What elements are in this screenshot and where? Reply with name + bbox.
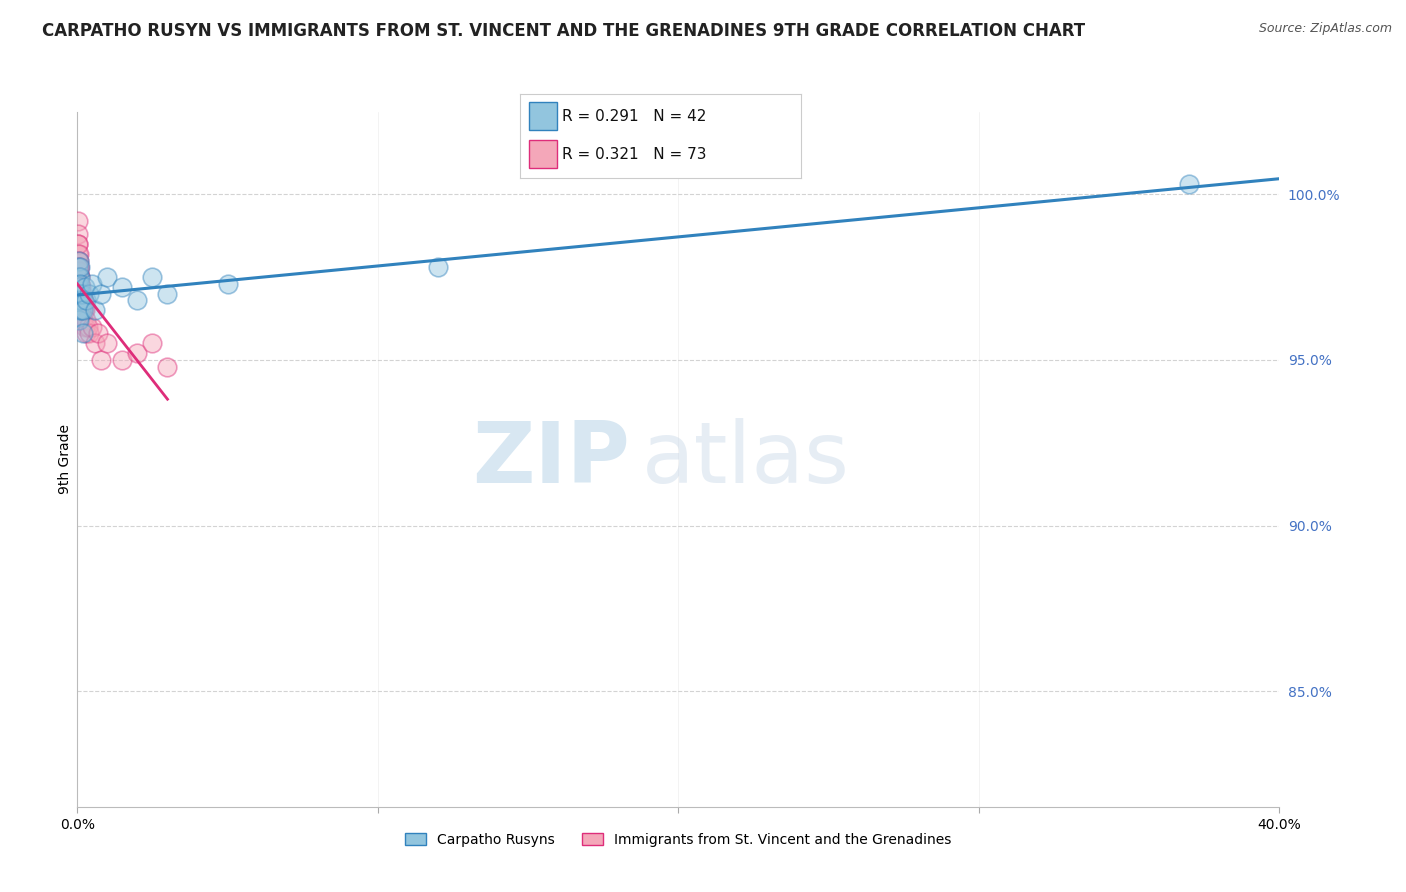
Point [69,280,91,294]
Point [73,319,96,334]
Point [67,270,90,285]
Point [69,277,91,291]
Point [87,326,110,341]
Point [1178,178,1201,192]
Point [90,353,112,368]
Point [67,313,90,327]
Point [217,277,239,291]
Point [73,280,96,294]
Text: R = 0.291   N = 42: R = 0.291 N = 42 [562,109,707,124]
Point [69,270,91,285]
Text: R = 0.321   N = 73: R = 0.321 N = 73 [562,147,707,162]
Point [84,336,107,351]
Point [70,286,93,301]
Point [67,280,90,294]
Point [67,270,90,285]
Point [70,303,93,318]
Point [75,293,97,308]
Point [82,319,104,334]
Point [69,260,91,275]
Point [67,286,90,301]
Legend: Carpatho Rusyns, Immigrants from St. Vincent and the Grenadines: Carpatho Rusyns, Immigrants from St. Vin… [399,828,957,853]
Point [67,260,90,275]
Point [67,260,90,275]
Point [66,214,89,228]
Point [69,280,91,294]
Text: ZIP: ZIP [472,417,630,501]
Point [72,303,94,318]
Point [67,286,90,301]
Point [67,253,90,268]
Bar [529,103,557,130]
Point [72,326,94,341]
Point [72,313,94,327]
Point [73,303,96,318]
Point [67,303,90,318]
Point [96,270,118,285]
Point [156,286,179,301]
Point [111,353,134,368]
Point [111,280,134,294]
Point [67,280,90,294]
Point [67,253,90,268]
Point [84,303,107,318]
Point [79,286,101,301]
Point [67,260,90,275]
Point [72,293,94,308]
Point [67,310,90,324]
Point [67,293,90,308]
Point [69,277,91,291]
Point [96,336,118,351]
Point [70,293,93,308]
Point [69,293,91,308]
Point [82,277,104,291]
Point [66,247,89,261]
Y-axis label: 9th Grade: 9th Grade [58,425,72,494]
Point [141,336,163,351]
Text: Source: ZipAtlas.com: Source: ZipAtlas.com [1258,22,1392,36]
Point [127,293,149,308]
Text: CARPATHO RUSYN VS IMMIGRANTS FROM ST. VINCENT AND THE GRENADINES 9TH GRADE CORRE: CARPATHO RUSYN VS IMMIGRANTS FROM ST. VI… [42,22,1085,40]
Bar [529,140,557,169]
Point [67,247,90,261]
Point [69,270,91,285]
Point [67,237,90,252]
Point [79,326,101,341]
Point [67,277,90,291]
Point [67,280,90,294]
Point [141,270,163,285]
Point [427,260,450,275]
Point [72,303,94,318]
Point [69,293,91,308]
Point [70,293,93,308]
Point [67,270,90,285]
Point [72,303,94,318]
Point [70,303,93,318]
Point [76,319,98,334]
Point [69,286,91,301]
Point [69,270,91,285]
Point [75,313,97,327]
Point [66,227,89,241]
Point [67,253,90,268]
Point [67,270,90,285]
Point [70,286,93,301]
Point [67,260,90,275]
Point [73,303,96,318]
Point [127,346,149,360]
Point [66,237,89,252]
Point [156,359,179,374]
Point [70,286,93,301]
Point [67,263,90,277]
Point [67,260,90,275]
Point [90,286,112,301]
Point [75,326,97,341]
Text: atlas: atlas [643,417,851,501]
Point [69,280,91,294]
Point [70,303,93,318]
